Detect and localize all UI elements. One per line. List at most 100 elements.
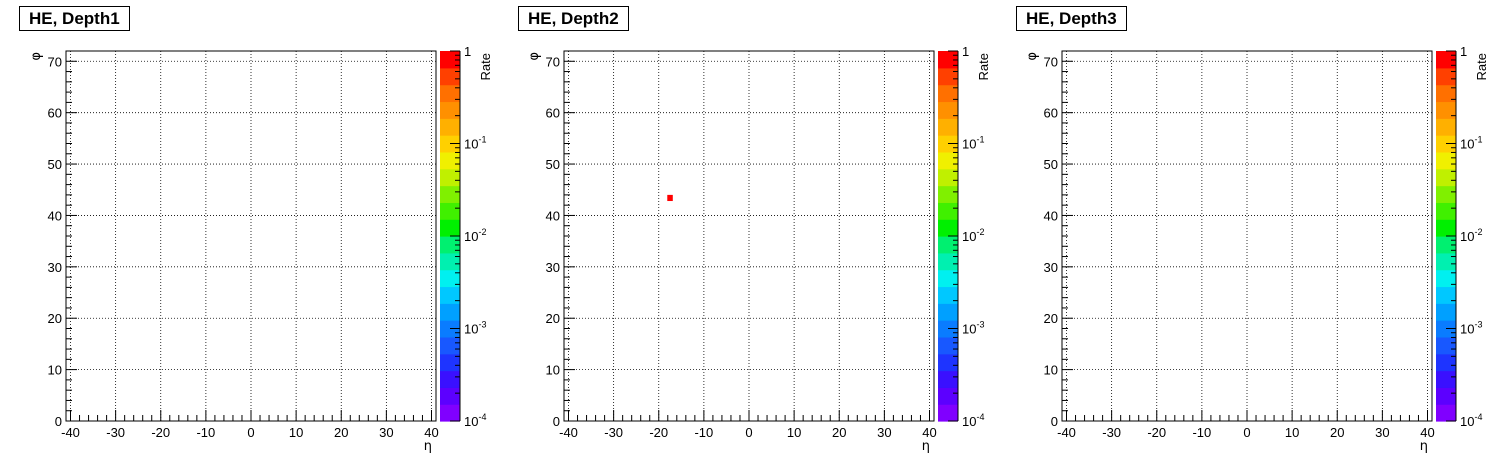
z-tick-label: 10-1 <box>464 135 486 152</box>
panel-depth1: HE, Depth1 -40 -30 -20 -10 0 10 20 30 40 0 10 20 30 4… <box>0 0 498 472</box>
z-tick-label: 1 <box>464 44 471 59</box>
y-axis-label: φ <box>1025 52 1040 61</box>
z-tick-label: 1 <box>1460 44 1467 59</box>
y-tick-label: 30 <box>546 260 560 275</box>
palette-swatch <box>938 387 958 405</box>
x-tick-label: 40 <box>922 425 936 440</box>
z-tick-label: 10-4 <box>464 412 486 429</box>
x-tick-label: 30 <box>379 425 393 440</box>
x-tick-label: -20 <box>151 425 170 440</box>
z-tick-label: 10-4 <box>1460 412 1482 429</box>
y-tick-label: 20 <box>48 311 62 326</box>
x-tick-label: 10 <box>289 425 303 440</box>
x-tick-label: 20 <box>334 425 348 440</box>
palette-swatch <box>440 336 460 355</box>
x-tick-label: -30 <box>106 425 125 440</box>
plot-frame <box>65 50 437 422</box>
x-tick-label: -20 <box>649 425 668 440</box>
y-tick-label: 0 <box>1051 414 1058 429</box>
palette-swatch <box>440 101 460 119</box>
y-tick-label: 60 <box>48 106 62 121</box>
x-tick-label: 30 <box>1375 425 1389 440</box>
palette-swatch <box>1436 269 1456 288</box>
z-axis-label: Rate <box>478 53 493 80</box>
palette-swatch <box>1436 303 1456 321</box>
palette-swatch <box>1436 286 1456 304</box>
palette-swatch <box>938 151 958 170</box>
palette-swatch <box>1436 404 1456 422</box>
x-axis-label: η <box>922 439 930 454</box>
heatmap-depth3: -40 -30 -20 -10 0 10 20 30 40 0 10 20 30 40 50 60 70 η φ 10… <box>1025 44 1489 454</box>
x-tick-label: -20 <box>1147 425 1166 440</box>
y-tick-label: 0 <box>55 414 62 429</box>
y-tick-label: 40 <box>546 208 560 223</box>
chart-title: HE, Depth1 <box>19 6 130 31</box>
palette-swatch <box>938 252 958 271</box>
palette-swatch <box>440 185 460 203</box>
z-axis-label: Rate <box>976 53 991 80</box>
palette-swatch <box>440 269 460 288</box>
y-axis-label: φ <box>527 52 542 61</box>
palette-swatch <box>1436 168 1456 187</box>
y-tick-label: 40 <box>1044 208 1058 223</box>
x-tick-label: 30 <box>877 425 891 440</box>
x-tick-label: 0 <box>1243 425 1250 440</box>
heatmap-depth1: -40 -30 -20 -10 0 10 20 30 40 0 10 20 30 40 50 60 70 η φ 10… <box>29 44 493 454</box>
y-tick-label: 70 <box>1044 54 1058 69</box>
palette-swatch <box>938 185 958 203</box>
y-axis-label: φ <box>29 52 44 61</box>
z-tick-label: 10-2 <box>1460 227 1482 244</box>
palette-swatch <box>440 252 460 271</box>
x-tick-label: 0 <box>745 425 752 440</box>
palette-swatch <box>938 101 958 119</box>
palette-swatch <box>440 303 460 321</box>
x-axis-label: η <box>424 439 432 454</box>
z-tick-label: 10-3 <box>1460 320 1482 337</box>
x-tick-label: -40 <box>1057 425 1076 440</box>
x-tick-label: 0 <box>247 425 254 440</box>
z-tick-label: 10-1 <box>962 135 984 152</box>
palette-swatch <box>440 118 460 136</box>
y-tick-label: 70 <box>48 54 62 69</box>
z-tick-label: 10-3 <box>464 320 486 337</box>
palette-swatch <box>1436 219 1456 237</box>
x-tick-label: 20 <box>832 425 846 440</box>
palette-swatch <box>1436 387 1456 405</box>
y-tick-label: 50 <box>1044 157 1058 172</box>
z-tick-label: 10-1 <box>1460 135 1482 152</box>
z-axis-label: Rate <box>1474 53 1489 80</box>
z-tick-label: 10-3 <box>962 320 984 337</box>
palette-swatch <box>1436 151 1456 170</box>
heatmap-depth2: -40 -30 -20 -10 0 10 20 30 40 0 10 20 30 40 50 60 70 η φ 10… <box>527 44 991 454</box>
y-tick-label: 10 <box>546 363 560 378</box>
y-tick-label: 60 <box>1044 106 1058 121</box>
x-tick-label: -30 <box>604 425 623 440</box>
palette-swatch <box>938 84 958 103</box>
plot-frame <box>563 50 935 422</box>
plot-frame <box>1061 50 1433 422</box>
palette-swatch <box>1436 336 1456 355</box>
x-tick-label: -10 <box>1192 425 1211 440</box>
palette-swatch <box>1436 252 1456 271</box>
palette-swatch <box>1436 185 1456 203</box>
y-tick-label: 0 <box>553 414 560 429</box>
palette-swatch <box>938 219 958 237</box>
palette-swatch <box>938 303 958 321</box>
palette-swatch <box>938 168 958 187</box>
panel-depth2: HE, Depth2 -40 -30 -20 -10 0 10 20 30 40 0 10 20 30 4… <box>498 0 996 472</box>
palette-swatch <box>440 353 460 372</box>
palette-swatch <box>1436 118 1456 136</box>
y-tick-label: 60 <box>546 106 560 121</box>
palette-swatch <box>440 168 460 187</box>
x-tick-label: 10 <box>787 425 801 440</box>
palette-swatch <box>440 387 460 405</box>
z-tick-label: 1 <box>962 44 969 59</box>
palette-swatch <box>938 404 958 422</box>
y-tick-label: 10 <box>48 363 62 378</box>
palette-swatch <box>938 67 958 86</box>
y-tick-label: 70 <box>546 54 560 69</box>
palette-swatch <box>938 118 958 136</box>
palette-swatch <box>1436 202 1456 220</box>
palette-swatch <box>938 370 958 388</box>
y-tick-label: 20 <box>546 311 560 326</box>
